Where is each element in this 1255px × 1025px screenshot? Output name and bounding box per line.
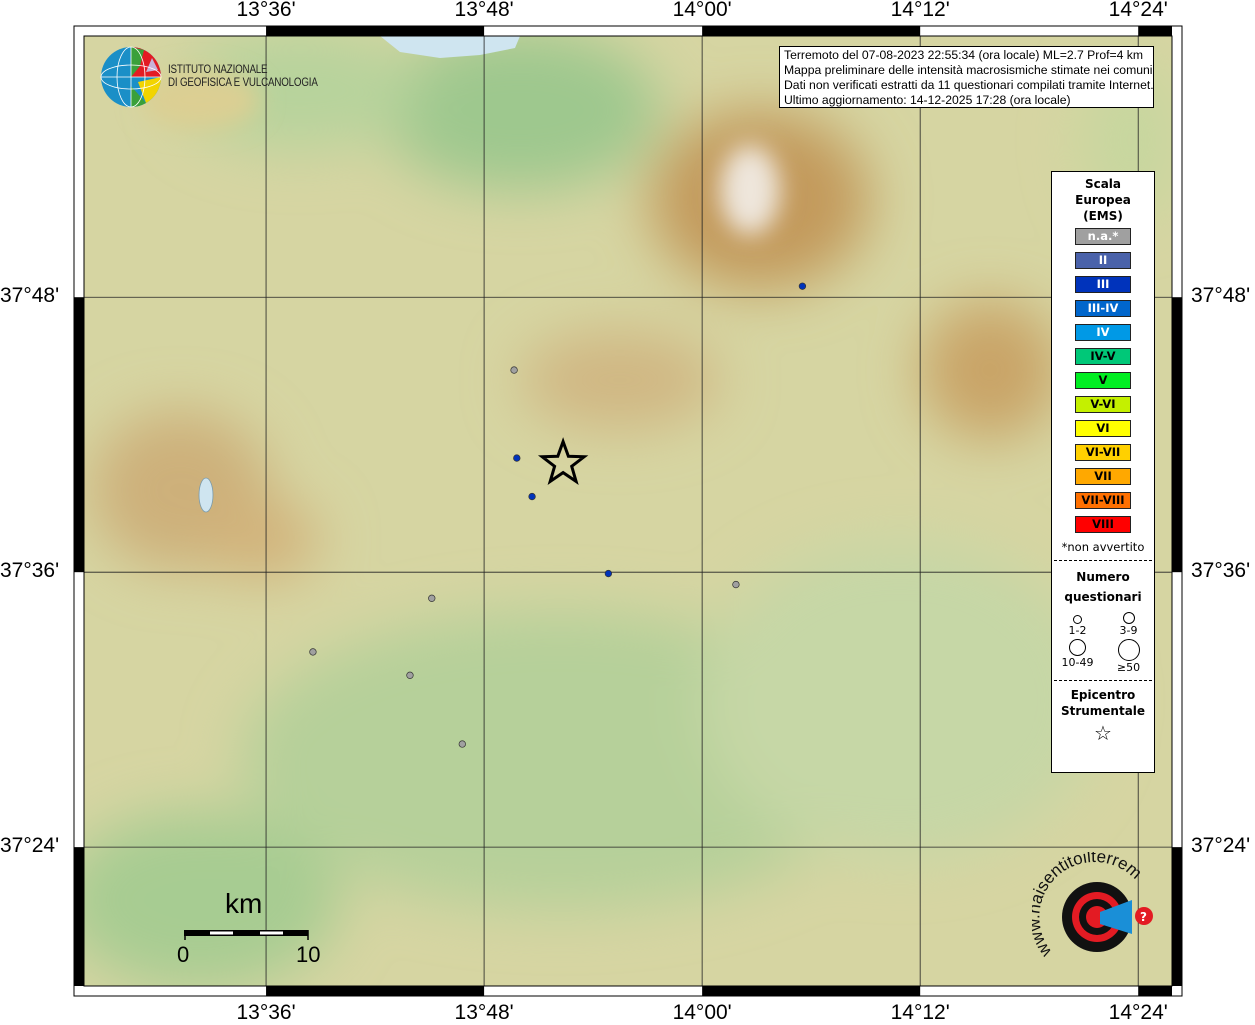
tick-label: 37°24' [1191,834,1251,858]
tick-label: 14°24' [1108,0,1168,21]
legend-title-1: Scala [1084,177,1122,191]
size-label: 10-49 [1061,656,1094,669]
questionnaire-point [528,492,536,501]
questionnaire-point [513,454,521,462]
tick-label: 37°36' [0,559,60,583]
terrain [84,36,1172,986]
legend-divider [1054,560,1152,561]
sea [380,36,520,58]
legend-swatch: V [1075,372,1131,389]
map-frame [73,25,1183,997]
tick-label: 37°24' [0,834,60,858]
legend-swatch: VII [1075,468,1131,485]
legend-swatch: III-IV [1075,300,1131,317]
questionnaire-point [732,580,740,589]
tick-label: 14°24' [1108,1001,1168,1024]
frame-bar [1138,986,1172,996]
legend-swatch: V-VI [1075,396,1131,413]
info-data-source: Dati non verificati estratti da 11 quest… [784,78,1154,92]
epicenter-title-2: Strumentale [1060,704,1146,718]
legend-swatch: II [1075,252,1131,269]
legend-title-3: (EMS) [1083,209,1123,223]
scale-start: 0 [177,942,190,967]
scale-end: 10 [296,942,321,967]
legend: Scala Europea (EMS) n.a.* II III III-IV IV IV… [1051,171,1155,773]
hsit-logo[interactable]: ? www.haisentitoilterremoto.it [1032,852,1158,978]
tick-label: 13°36' [236,1001,296,1024]
questionnaire-point [604,569,613,578]
info-map-desc: Mappa preliminare delle intensità macros… [784,63,1153,77]
tick-label: 14°00' [672,1001,732,1024]
frame-bar [702,26,921,36]
legend-swatch: VII-VIII [1075,492,1131,509]
scale-bar: km 0 10 [177,888,321,978]
tick-label: 37°48' [0,284,60,308]
frame-bar [266,26,485,36]
size-label: 3-9 [1119,624,1138,637]
frame-bar [74,297,84,573]
tick-label: 13°48' [454,1001,514,1024]
size-circle-icon [1069,639,1086,656]
frame-bar [1138,26,1172,36]
questionnaire-point [428,594,436,602]
globe-icon [100,46,162,108]
frame-bar [1172,847,1182,986]
ingv-line1: ISTITUTO NAZIONALE [168,64,268,76]
scale-unit: km [225,888,263,919]
questionnaire-point [458,740,466,748]
size-label: ≥50 [1116,661,1141,674]
size-circle-icon [1117,639,1140,661]
ingv-logo: ISTITUTO NAZIONALE DI GEOFISICA E VULCAN… [100,46,344,108]
size-label: 1-2 [1068,624,1087,637]
legend-swatch: n.a.* [1075,228,1131,245]
ingv-line2: DI GEOFISICA E VULCANOLOGIA [168,77,318,89]
questionnaire-point [510,366,518,374]
legend-divider [1054,680,1152,681]
legend-swatch: IV-V [1075,348,1131,365]
questionnaire-point [406,671,414,679]
tick-label: 13°48' [454,0,514,21]
questionnaire-points [309,282,807,748]
size-circle-icon [1073,615,1082,624]
event-info-box: Terremoto del 07-08-2023 22:55:34 (ora l… [779,46,1154,108]
legend-swatch: VIII [1075,516,1131,533]
legend-swatch: IV [1075,324,1131,341]
legend-title-2: Europea [1075,193,1131,207]
size-circle-icon [1122,612,1135,624]
legend-swatch: III [1075,276,1131,293]
tick-label: 14°00' [672,0,732,21]
tick-label: 13°36' [236,0,296,21]
frame-bar [702,986,921,996]
info-event: Terremoto del 07-08-2023 22:55:34 (ora l… [784,48,1144,62]
frame-bar [1172,297,1182,573]
epicenter-title-1: Epicentro [1070,688,1136,702]
frame-bar [74,847,84,986]
legend-swatch: VI [1075,420,1131,437]
svg-text:?: ? [1140,910,1147,924]
legend-swatch: VI-VII [1075,444,1131,461]
tick-label: 14°12' [890,0,950,21]
info-last-update: Ultimo aggiornamento: 14-12-2025 17:28 (… [784,93,1071,107]
star-icon: ☆ [1094,721,1112,745]
count-title-2: questionari [1064,590,1142,604]
epicenter-star-icon[interactable] [537,437,589,485]
questionnaire-point [798,282,807,290]
questionnaire-point [309,648,317,656]
tick-label: 14°12' [890,1001,950,1024]
tick-label: 37°36' [1191,559,1251,583]
lake [198,477,214,513]
tick-label: 37°48' [1191,284,1251,308]
frame-bar [266,986,485,996]
count-title-1: Numero [1076,570,1130,584]
legend-note: *non avvertito [1061,540,1145,554]
